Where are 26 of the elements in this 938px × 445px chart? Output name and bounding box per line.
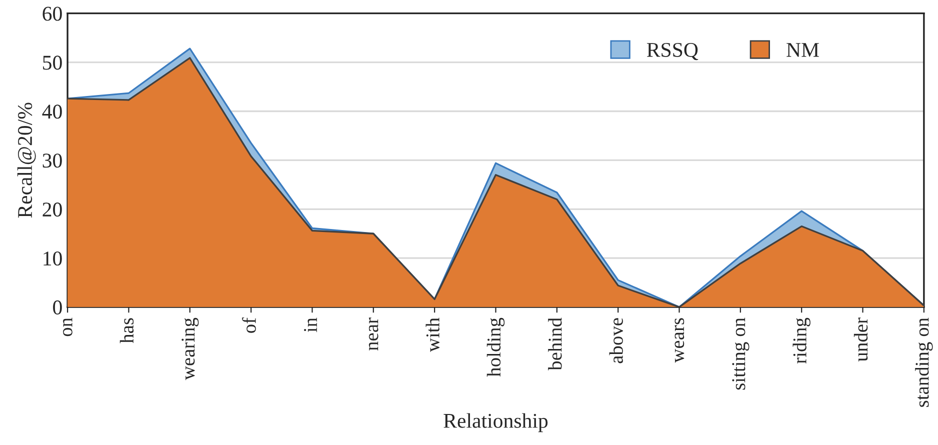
x-tick-label: has: [120, 318, 134, 344]
x-tick-label: sitting on: [732, 318, 750, 390]
x-tick-label: behind: [548, 318, 562, 370]
y-tick-label: 50: [43, 56, 62, 70]
x-axis-title: Relationship: [444, 413, 548, 432]
y-tick-label: 60: [42, 6, 62, 21]
x-tick-label: holding: [486, 318, 505, 377]
x-tick-label: near: [368, 318, 378, 350]
x-tick-label: standing on: [915, 318, 933, 407]
y-tick-label: 20: [42, 202, 62, 217]
x-tick-label: riding: [792, 318, 810, 364]
x-tick-label: of: [242, 317, 256, 333]
x-tick-label: above: [609, 318, 623, 364]
y-tick-label: 0: [53, 300, 62, 314]
y-tick-label: 30: [42, 154, 62, 168]
x-tick-label: in: [304, 318, 317, 332]
y-tick-label: 40: [42, 104, 62, 119]
y-tick-label: 10: [44, 251, 62, 266]
x-tick-label: with: [426, 318, 440, 352]
legend-label: RSSQ: [646, 42, 698, 60]
legend-label: NM: [786, 43, 819, 57]
y-axis-title: Recall@20/%: [17, 102, 36, 218]
x-tick-label: wears: [674, 318, 684, 363]
x-tick-label: on: [63, 318, 72, 336]
x-tick-label: under: [854, 318, 868, 362]
x-tick-label: wearing: [182, 318, 199, 380]
